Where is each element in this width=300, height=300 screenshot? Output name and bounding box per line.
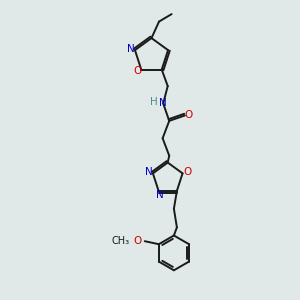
Text: N: N <box>159 98 167 109</box>
Text: N: N <box>127 44 135 54</box>
Text: O: O <box>184 110 193 120</box>
Text: O: O <box>134 236 142 246</box>
Text: N: N <box>156 190 164 200</box>
Text: O: O <box>183 167 191 177</box>
Text: N: N <box>145 167 153 177</box>
Text: CH₃: CH₃ <box>111 236 129 246</box>
Text: H: H <box>150 97 158 107</box>
Text: O: O <box>133 66 142 76</box>
